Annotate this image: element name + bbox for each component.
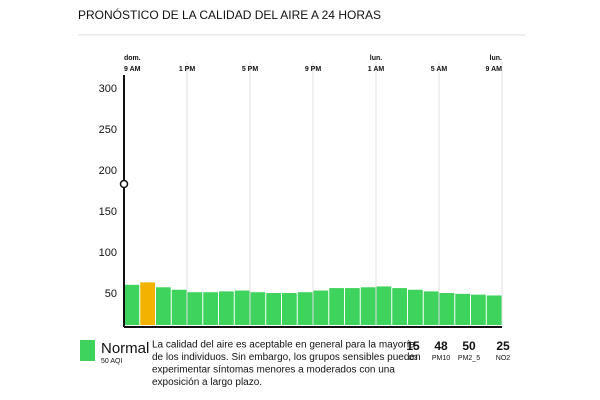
bar xyxy=(282,293,297,325)
day-label: dom. xyxy=(124,55,141,62)
time-label: 1 PM xyxy=(179,66,196,73)
description-line: experimentar síntomas menores a moderado… xyxy=(152,365,395,376)
time-cursor-knob xyxy=(119,179,129,189)
y-tick-label: 100 xyxy=(99,247,117,259)
pollutant-name: O3 xyxy=(408,355,417,362)
y-tick-label: 300 xyxy=(99,83,117,95)
bar xyxy=(203,292,218,325)
status-aqi: 50 AQI xyxy=(101,358,122,365)
description-line: de los individuos. Sin embargo, los grup… xyxy=(152,352,421,363)
bar xyxy=(486,295,502,325)
bar xyxy=(156,287,171,325)
y-tick-label: 200 xyxy=(99,165,117,177)
bar xyxy=(234,290,250,325)
bar xyxy=(297,292,313,325)
time-label: 9 AM xyxy=(486,66,503,73)
time-label: 5 AM xyxy=(431,66,448,73)
bar xyxy=(171,289,187,325)
y-tick-label: 250 xyxy=(99,124,117,136)
bar xyxy=(360,287,376,325)
bar xyxy=(329,288,344,325)
pollutant-name: PM2_5 xyxy=(458,355,480,362)
bar xyxy=(266,293,281,325)
pollutant-value: 25 xyxy=(496,339,510,353)
chart-title: PRONÓSTICO DE LA CALIDAD DEL AIRE A 24 H… xyxy=(78,7,381,22)
pollutant-value: 15 xyxy=(406,339,420,353)
time-label: 9 PM xyxy=(305,66,322,73)
description-line: exposición a largo plazo. xyxy=(152,377,262,388)
description-line: La calidad del aire es aceptable en gene… xyxy=(152,340,415,351)
status-swatch xyxy=(80,340,95,361)
y-tick-label: 50 xyxy=(105,288,117,300)
time-label: 1 AM xyxy=(368,66,385,73)
y-tick-label: 150 xyxy=(99,206,117,218)
day-label: lun. xyxy=(370,55,382,62)
bar xyxy=(439,293,455,325)
status-label: Normal xyxy=(101,340,149,357)
pollutant-value: 50 xyxy=(462,339,476,353)
bar xyxy=(250,292,266,325)
bar xyxy=(408,289,423,325)
bar xyxy=(345,288,360,325)
time-label: 9 AM xyxy=(124,66,141,73)
pollutant-name: PM10 xyxy=(432,355,450,362)
bar xyxy=(140,282,155,325)
bar xyxy=(455,293,470,325)
pollutant-name: NO2 xyxy=(496,355,511,362)
bar xyxy=(313,290,329,325)
bar xyxy=(219,291,234,325)
bar xyxy=(124,284,140,325)
bar xyxy=(187,292,203,325)
day-label: lun. xyxy=(490,55,502,62)
time-label: 5 PM xyxy=(242,66,259,73)
pollutant-value: 48 xyxy=(434,339,448,353)
bar xyxy=(392,288,407,325)
bar xyxy=(471,294,486,325)
bar xyxy=(376,286,392,325)
bar xyxy=(423,291,439,325)
